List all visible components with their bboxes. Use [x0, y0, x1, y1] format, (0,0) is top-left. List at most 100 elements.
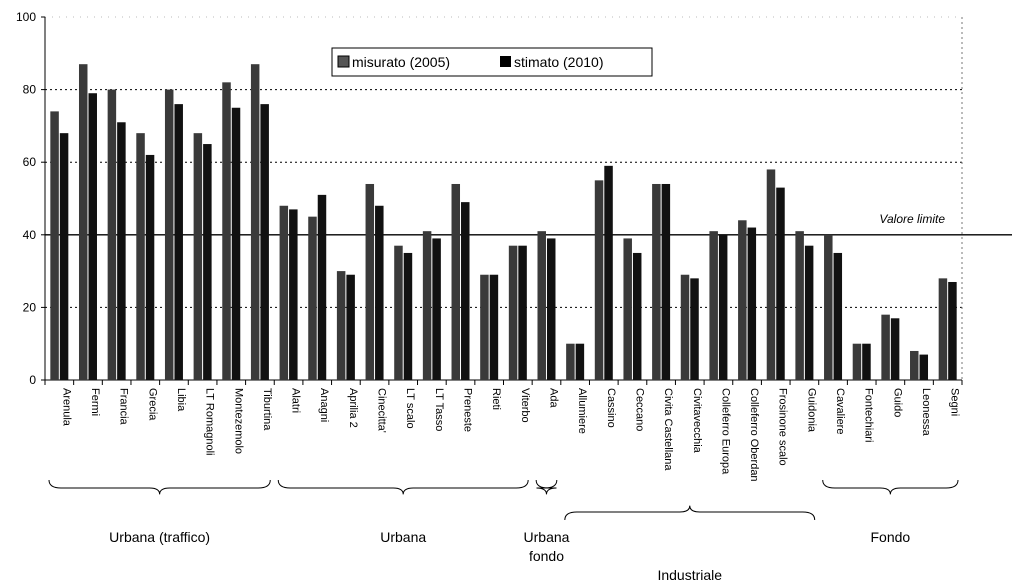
bar-misurato — [164, 89, 174, 380]
bar-stimato — [546, 238, 556, 380]
legend-label-stimato: stimato (2010) — [514, 54, 603, 70]
bar-stimato — [317, 194, 327, 380]
group-label: Urbana fondo — [524, 529, 570, 564]
bar-stimato — [718, 234, 728, 380]
y-tick-label: 100 — [16, 10, 36, 24]
x-tick-label: LT Romagnoli — [204, 388, 216, 455]
bar-misurato — [107, 89, 117, 380]
bar-misurato — [250, 64, 260, 380]
bar-stimato — [231, 107, 241, 380]
bar-stimato — [948, 281, 957, 380]
bar-misurato — [451, 183, 461, 380]
bar-stimato — [862, 343, 871, 380]
group-label: Urbana — [380, 529, 426, 545]
x-tick-label: Fermi — [89, 388, 101, 416]
group-brace — [822, 479, 959, 495]
bar-misurato — [594, 180, 604, 380]
limit-label: Valore limite — [879, 212, 945, 226]
group-brace — [48, 479, 271, 495]
x-tick-label: Cassino — [605, 388, 617, 428]
group-brace — [535, 479, 558, 495]
bar-stimato — [890, 318, 900, 380]
bar-stimato — [346, 274, 355, 380]
x-tick-label: Cavaliere — [834, 388, 846, 434]
bar-misurato — [336, 271, 346, 380]
x-tick-label: Guido — [891, 388, 903, 417]
group-label: Fondo — [871, 529, 911, 545]
bar-misurato — [881, 314, 890, 380]
bar-stimato — [432, 238, 441, 380]
bar-misurato — [709, 231, 718, 380]
x-tick-label: LT scalo — [404, 388, 416, 429]
bar-misurato — [508, 245, 518, 380]
y-tick-label: 60 — [23, 155, 37, 169]
bar-stimato — [59, 133, 69, 380]
bar-misurato — [623, 238, 632, 380]
group-label: Industriale — [657, 567, 722, 583]
bar-misurato — [308, 216, 317, 380]
y-tick-label: 40 — [23, 228, 37, 242]
x-tick-label: LT Tasso — [433, 388, 445, 431]
x-tick-label: Grecia — [146, 388, 158, 421]
x-tick-label: Ada — [547, 388, 559, 408]
x-tick-label: Alatri — [290, 388, 302, 413]
legend-swatch-stimato — [500, 56, 511, 67]
group-brace — [564, 505, 816, 521]
bar-stimato — [203, 144, 212, 380]
x-tick-label: Francia — [118, 388, 130, 426]
x-tick-label: Rieti — [490, 388, 502, 410]
x-tick-label: Libia — [175, 388, 187, 412]
x-tick-label: Fontechiari — [863, 388, 875, 442]
bar-misurato — [136, 133, 145, 380]
bar-stimato — [747, 227, 757, 380]
x-tick-label: Colleferro Oberdan — [748, 388, 760, 482]
bar-stimato — [489, 274, 499, 380]
bar-misurato — [680, 274, 690, 380]
bar-misurato — [480, 274, 489, 380]
x-tick-label: Allumiere — [576, 388, 588, 434]
bar-misurato — [222, 82, 231, 380]
bar-stimato — [461, 202, 470, 380]
bar-stimato — [260, 104, 269, 381]
bar-misurato — [652, 183, 661, 380]
y-tick-label: 20 — [23, 300, 37, 314]
x-tick-label: Anagni — [318, 388, 330, 422]
bar-stimato — [117, 122, 126, 381]
bar-misurato — [795, 231, 804, 380]
x-tick-label: Guidonia — [805, 388, 817, 433]
bar-stimato — [661, 183, 671, 380]
group-label: Urbana (traffico) — [109, 529, 210, 545]
bar-misurato — [852, 343, 862, 380]
bar-misurato — [738, 220, 747, 380]
bar-stimato — [145, 154, 155, 380]
y-tick-label: 0 — [29, 373, 36, 387]
bar-stimato — [575, 343, 585, 380]
group-brace — [277, 479, 529, 495]
bar-misurato — [766, 169, 776, 380]
x-tick-label: Aprilia 2 — [347, 388, 359, 428]
x-tick-label: Cinecitta' — [376, 388, 388, 433]
bar-misurato — [910, 350, 919, 380]
x-tick-label: Colleferro Europa — [719, 388, 731, 475]
x-tick-label: Preneste — [462, 388, 474, 432]
x-tick-label: Viterbo — [519, 388, 531, 423]
bar-stimato — [403, 252, 413, 380]
bar-misurato — [78, 64, 88, 380]
bar-stimato — [88, 93, 97, 380]
legend-box — [331, 47, 653, 77]
x-tick-label: Civita Castellana — [662, 388, 674, 471]
bar-misurato — [365, 183, 375, 380]
bar-stimato — [776, 187, 785, 380]
bar-stimato — [804, 245, 814, 380]
bar-stimato — [690, 278, 699, 380]
bar-misurato — [279, 205, 289, 380]
bar-stimato — [632, 252, 642, 380]
bar-misurato — [394, 245, 403, 380]
x-tick-label: Ceccano — [633, 388, 645, 431]
bar-stimato — [375, 205, 384, 380]
bar-stimato — [833, 252, 843, 380]
x-tick-label: Leonessa — [920, 388, 932, 437]
x-tick-label: Frosinone scalo — [777, 388, 789, 466]
bar-misurato — [422, 231, 432, 380]
